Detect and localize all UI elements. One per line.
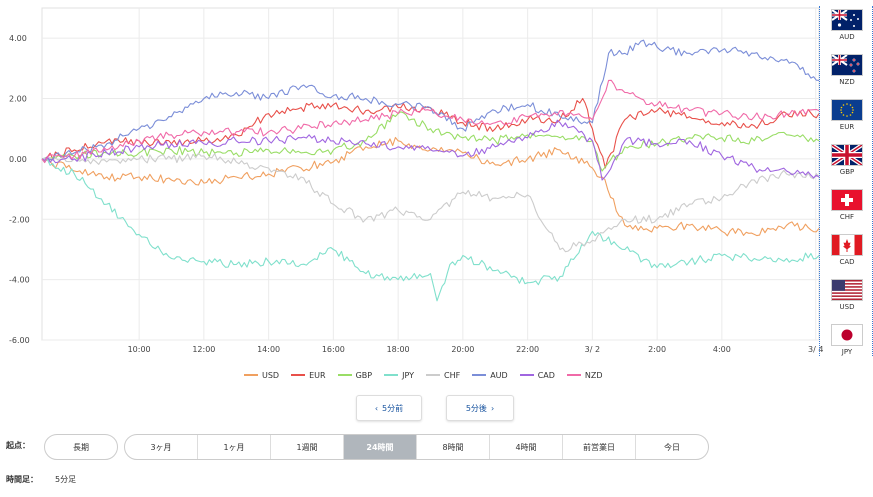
eu-flag-icon — [831, 99, 863, 121]
timeframe-value: 5分足 — [55, 475, 77, 484]
legend-label: EUR — [309, 370, 326, 380]
legend-label: NZD — [584, 370, 603, 380]
x-tick-label: 14:00 — [257, 345, 280, 354]
range-option[interactable]: 3ヶ月 — [125, 435, 198, 459]
flag-code-label: JPY — [841, 348, 853, 356]
next-5min-button[interactable]: 5分後 › — [446, 395, 514, 421]
flag-button-jpy[interactable]: JPY — [830, 324, 864, 356]
range-option[interactable]: 24時間 — [344, 435, 417, 459]
legend-label: USD — [262, 370, 280, 380]
range-option[interactable]: 今日 — [664, 442, 680, 452]
usa-flag-icon — [831, 279, 863, 301]
range-option[interactable]: 8時間 — [417, 435, 490, 459]
legend-swatch — [566, 374, 581, 376]
legend-item-cad[interactable]: CAD — [519, 368, 555, 382]
x-tick-label: 2:00 — [648, 345, 666, 354]
prev-5min-button[interactable]: ‹ 5分前 — [356, 395, 422, 421]
flag-code-label: CAD — [839, 258, 855, 266]
plot-area — [41, 7, 820, 341]
legend-swatch — [425, 374, 440, 376]
series-line-gbp — [41, 111, 820, 172]
x-tick-label: 12:00 — [192, 345, 215, 354]
flag-code-label: AUD — [839, 33, 855, 41]
prev-5min-label: 5分前 — [382, 403, 404, 413]
range-option[interactable]: 4時間 — [490, 435, 563, 459]
australia-flag-icon — [831, 9, 863, 31]
canada-flag-icon — [831, 234, 863, 256]
y-tick-label: 4.00 — [9, 34, 27, 43]
flag-code-label: NZD — [839, 78, 855, 86]
y-tick-label: 0.00 — [9, 155, 27, 164]
legend-item-jpy[interactable]: JPY — [384, 368, 414, 382]
chevron-right-icon: › — [490, 403, 495, 413]
currency-flag-panel: AUD NZD EUR GBP CHF CAD USD JPY — [819, 6, 873, 356]
flag-code-label: EUR — [839, 123, 855, 131]
next-5min-label: 5分後 — [465, 403, 487, 413]
legend-item-eur[interactable]: EUR — [291, 368, 326, 382]
x-tick-label: 22:00 — [516, 345, 539, 354]
x-tick-label: 16:00 — [322, 345, 345, 354]
y-tick-label: -2.00 — [9, 215, 30, 224]
chart-legend: USD EUR GBP JPY CHF AUD CAD NZD — [244, 368, 615, 382]
x-tick-label: 10:00 — [128, 345, 151, 354]
y-tick-label: 2.00 — [9, 95, 27, 104]
legend-item-chf[interactable]: CHF — [425, 368, 461, 382]
legend-label: CHF — [443, 370, 461, 380]
flag-button-nzd[interactable]: NZD — [830, 54, 864, 86]
legend-label: JPY — [402, 370, 414, 380]
uk-flag-icon — [831, 144, 863, 166]
x-tick-label: 20:00 — [451, 345, 474, 354]
japan-flag-icon — [831, 324, 863, 346]
flag-code-label: CHF — [839, 213, 855, 221]
flag-button-chf[interactable]: CHF — [830, 189, 864, 221]
new-zealand-flag-icon — [831, 54, 863, 76]
range-option[interactable]: 1ヶ月 — [198, 435, 271, 459]
flag-button-cad[interactable]: CAD — [830, 234, 864, 266]
legend-item-nzd[interactable]: NZD — [566, 368, 603, 382]
timeframe-label: 時間足： — [6, 475, 38, 484]
flag-button-gbp[interactable]: GBP — [830, 144, 864, 176]
y-axis: 4.00 2.00 0.00 -2.00 -4.00 -6.00 — [9, 34, 30, 345]
series-line-chf — [41, 152, 820, 253]
series-lines — [41, 39, 820, 302]
legend-item-usd[interactable]: USD — [244, 368, 279, 382]
currency-strength-chart: 4.00 2.00 0.00 -2.00 -4.00 -6.00 10:00 12:00 14… — [9, 7, 824, 354]
chevron-left-icon: ‹ — [374, 403, 379, 413]
legend-swatch — [472, 374, 487, 376]
legend-item-aud[interactable]: AUD — [472, 368, 508, 382]
legend-swatch — [384, 374, 399, 376]
x-tick-label: 3/ 2 — [585, 345, 600, 354]
origin-label: 起点： — [6, 441, 30, 450]
flag-button-eur[interactable]: EUR — [830, 99, 864, 131]
flag-button-aud[interactable]: AUD — [830, 9, 864, 41]
range-selector: 3ヶ月 1ヶ月 1週間 24時間 8時間 4時間 前営業日 今日 — [124, 434, 709, 460]
long-term-button[interactable]: 長期 — [44, 434, 118, 460]
flag-button-usd[interactable]: USD — [830, 279, 864, 311]
flag-code-label: USD — [839, 303, 855, 311]
range-option[interactable]: 1週間 — [271, 435, 344, 459]
series-line-aud — [41, 39, 820, 163]
series-line-nzd — [41, 79, 820, 164]
x-tick-label: 3/ 4 — [808, 345, 823, 354]
legend-swatch — [519, 374, 534, 376]
x-tick-label: 18:00 — [387, 345, 410, 354]
legend-label: CAD — [537, 370, 555, 380]
series-line-cad — [41, 119, 820, 181]
legend-label: AUD — [490, 370, 508, 380]
x-tick-label: 4:00 — [713, 345, 731, 354]
legend-swatch — [337, 374, 352, 376]
y-tick-label: -6.00 — [9, 336, 30, 345]
legend-swatch — [291, 374, 306, 376]
flag-code-label: GBP — [839, 168, 855, 176]
series-line-jpy — [41, 157, 820, 302]
legend-label: GBP — [355, 370, 373, 380]
range-option[interactable]: 前営業日 — [563, 435, 636, 459]
y-tick-label: -4.00 — [9, 276, 30, 285]
x-axis: 10:00 12:00 14:00 16:00 18:00 20:00 22:00 3/ 2 2… — [128, 345, 824, 354]
legend-swatch — [244, 374, 258, 376]
legend-item-gbp[interactable]: GBP — [337, 368, 373, 382]
switzerland-flag-icon — [831, 189, 863, 211]
